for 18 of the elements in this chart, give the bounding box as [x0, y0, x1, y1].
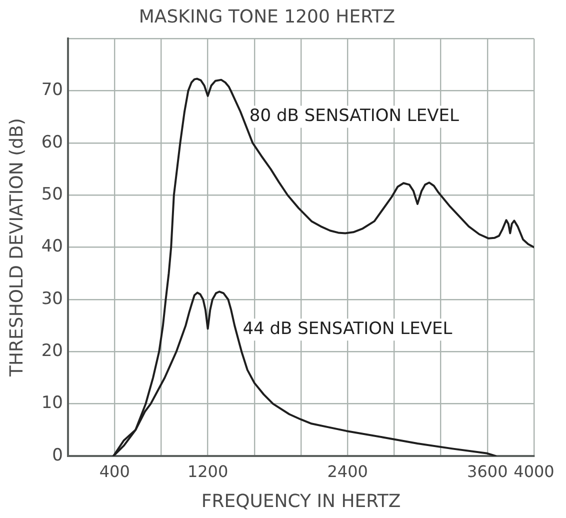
x-tick-label: 2400: [327, 462, 368, 481]
x-tick-label: 400: [99, 462, 130, 481]
x-tick-label: 3600: [467, 462, 508, 481]
x-tick-label: 4000: [514, 462, 554, 481]
y-tick-label: 30: [41, 288, 63, 309]
x-tick-label: 1200: [187, 462, 228, 481]
chart-title: MASKING TONE 1200 HERTZ: [138, 6, 396, 28]
y-tick-label: 50: [41, 184, 63, 205]
series-label: 80 dB SENSATION LEVEL: [249, 106, 460, 126]
y-axis-title: THRESHOLD DEVIATION (dB): [6, 118, 28, 378]
series-label: 44 dB SENSATION LEVEL: [242, 319, 453, 340]
y-tick-label: 20: [41, 341, 63, 362]
y-tick-label: 40: [41, 236, 63, 257]
y-tick-label: 70: [41, 80, 63, 100]
y-tick-label: 0: [52, 445, 63, 466]
y-tick-label: 10: [41, 393, 63, 414]
y-tick-label: 60: [41, 132, 63, 152]
x-axis-title: FREQUENCY IN HERTZ: [201, 490, 401, 512]
